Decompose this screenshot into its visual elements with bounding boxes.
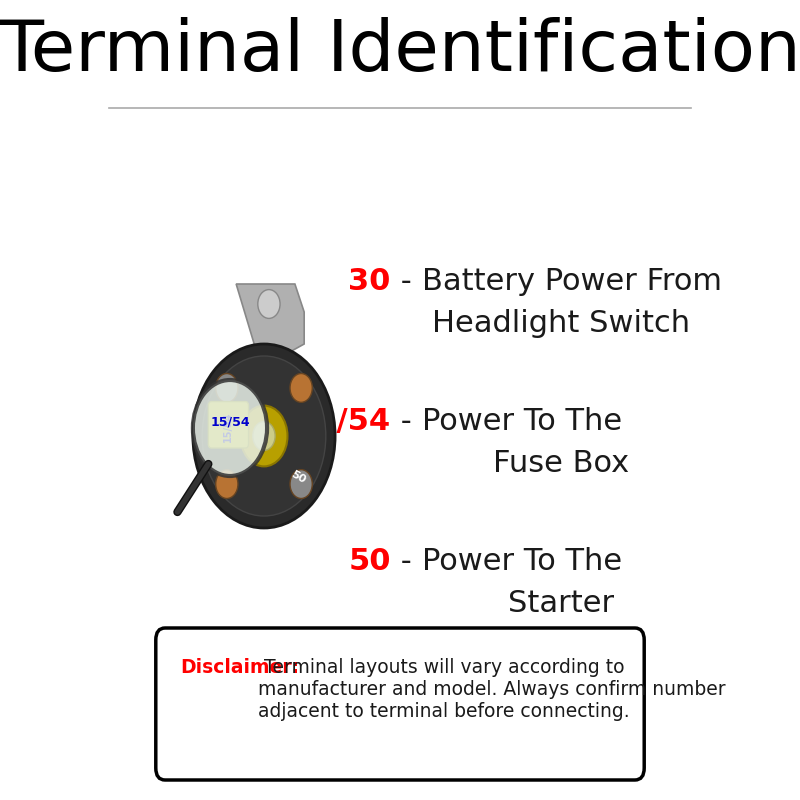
- Circle shape: [241, 406, 287, 466]
- Circle shape: [193, 344, 335, 528]
- Text: 50: 50: [289, 470, 307, 486]
- Text: 15/54: 15/54: [294, 407, 390, 436]
- Circle shape: [253, 422, 275, 450]
- FancyBboxPatch shape: [156, 628, 644, 780]
- Text: 30: 30: [348, 267, 390, 296]
- Text: -: -: [390, 407, 422, 436]
- Text: Power To The: Power To The: [422, 407, 622, 436]
- Text: Terminal layouts will vary according to
manufacturer and model. Always confirm n: Terminal layouts will vary according to …: [258, 658, 726, 721]
- Circle shape: [193, 380, 267, 476]
- Text: Fuse Box: Fuse Box: [493, 450, 629, 478]
- Circle shape: [258, 290, 280, 318]
- Text: 15/54: 15/54: [223, 411, 233, 442]
- Circle shape: [202, 356, 326, 516]
- Text: 50: 50: [348, 547, 390, 576]
- Text: -: -: [390, 267, 422, 296]
- Text: -: -: [390, 547, 422, 576]
- Circle shape: [216, 374, 238, 402]
- Text: 15/54: 15/54: [210, 415, 250, 428]
- Text: Headlight Switch: Headlight Switch: [432, 310, 690, 338]
- Circle shape: [290, 470, 312, 498]
- Text: Terminal Identification: Terminal Identification: [0, 18, 800, 86]
- Polygon shape: [236, 284, 304, 356]
- Text: Starter: Starter: [508, 590, 614, 618]
- Text: Battery Power From: Battery Power From: [422, 267, 722, 296]
- Text: Power To The: Power To The: [422, 547, 622, 576]
- Circle shape: [216, 470, 238, 498]
- FancyBboxPatch shape: [208, 402, 249, 448]
- Circle shape: [290, 374, 312, 402]
- Text: Disclaimer:: Disclaimer:: [181, 658, 300, 677]
